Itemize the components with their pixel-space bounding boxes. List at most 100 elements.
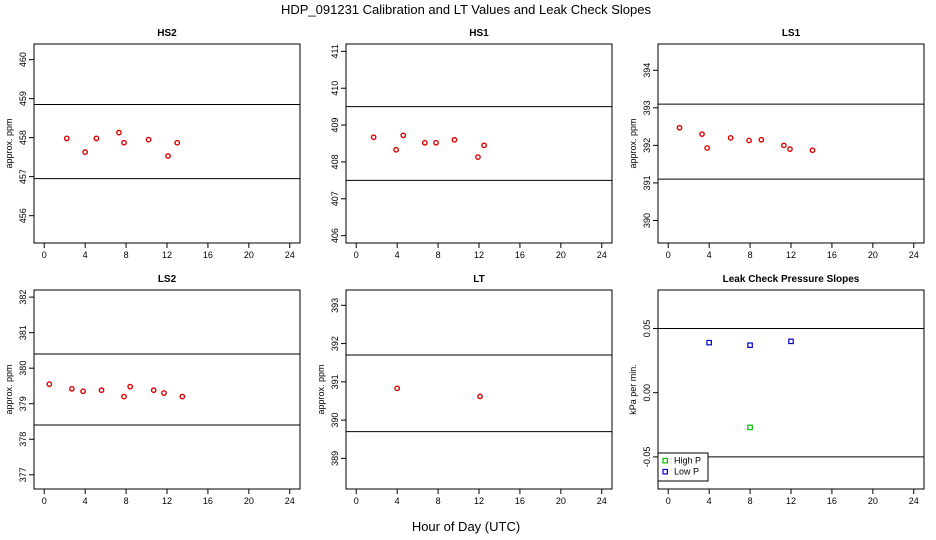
- data-point: [451, 136, 458, 143]
- legend-label: High P: [674, 456, 701, 466]
- x-tick-label: 16: [827, 250, 837, 260]
- x-tick-label: 20: [868, 250, 878, 260]
- x-tick-label: 12: [786, 496, 796, 506]
- data-point: [121, 393, 127, 400]
- y-axis-label: kPa per min.: [628, 364, 638, 415]
- data-point: [145, 136, 152, 143]
- data-point: [370, 134, 377, 141]
- x-tick-label: 24: [909, 496, 919, 506]
- x-tick-label: 24: [597, 250, 607, 260]
- y-tick-label: 390: [330, 413, 340, 428]
- data-point: [481, 142, 488, 149]
- data-point: [165, 153, 171, 159]
- x-tick-label: 24: [285, 250, 295, 260]
- x-tick-label: 24: [597, 496, 607, 506]
- data-point: [393, 146, 400, 153]
- data-point: [121, 139, 127, 146]
- x-tick-label: 20: [556, 250, 566, 260]
- y-tick-label: 458: [18, 130, 28, 145]
- x-tick-label: 24: [909, 250, 919, 260]
- x-tick-label: 12: [474, 250, 484, 260]
- x-tick-label: 12: [162, 496, 172, 506]
- x-tick-label: 12: [786, 250, 796, 260]
- y-tick-label: 392: [330, 336, 340, 351]
- data-point: [706, 339, 712, 346]
- y-tick-label: 460: [18, 52, 28, 67]
- x-tick-label: 0: [42, 496, 47, 506]
- data-point: [421, 139, 428, 146]
- legend-marker: [662, 457, 669, 464]
- x-tick-label: 16: [515, 250, 525, 260]
- y-tick-label: 392: [642, 138, 652, 153]
- data-point: [699, 131, 705, 138]
- y-tick-label: 0.00: [642, 384, 652, 402]
- y-tick-label: 0.05: [642, 320, 652, 338]
- x-tick-label: 8: [436, 496, 441, 506]
- legend-box: [657, 452, 709, 482]
- y-tick-label: 382: [18, 290, 28, 305]
- x-tick-label: 0: [354, 250, 359, 260]
- data-point: [116, 129, 122, 136]
- data-point: [758, 136, 765, 143]
- data-point: [179, 393, 186, 400]
- data-point: [68, 385, 75, 392]
- x-axis-label: Hour of Day (UTC): [412, 519, 520, 534]
- data-point: [475, 154, 481, 161]
- data-point: [82, 149, 89, 155]
- x-tick-label: 4: [707, 250, 712, 260]
- data-point: [433, 139, 439, 146]
- data-point: [46, 381, 53, 388]
- y-tick-label: 389: [330, 451, 340, 466]
- y-tick-label: 390: [642, 213, 652, 228]
- x-tick-label: 0: [666, 250, 671, 260]
- data-point: [747, 424, 753, 431]
- panel-title: Leak Check Pressure Slopes: [723, 274, 860, 285]
- x-tick-label: 0: [42, 250, 47, 260]
- data-point: [788, 338, 794, 345]
- panel-title: HS1: [469, 28, 489, 39]
- legend-marker: [662, 468, 669, 475]
- plot-frame: [33, 43, 301, 244]
- x-tick-label: 0: [666, 496, 671, 506]
- x-tick-label: 12: [474, 496, 484, 506]
- plot-frame: [345, 289, 613, 490]
- y-tick-label: 380: [18, 361, 28, 376]
- x-tick-label: 20: [244, 496, 254, 506]
- y-tick-label: 393: [642, 100, 652, 115]
- x-tick-label: 4: [395, 496, 400, 506]
- x-tick-label: 8: [436, 250, 441, 260]
- y-tick-label: 381: [18, 325, 28, 340]
- x-tick-label: 16: [203, 250, 213, 260]
- panel-title: LS2: [158, 274, 177, 285]
- legend-label: Low P: [674, 467, 699, 477]
- y-tick-label: 378: [18, 432, 28, 447]
- y-tick-label: 459: [18, 91, 28, 106]
- y-tick-label: 410: [330, 81, 340, 96]
- x-tick-label: 4: [83, 496, 88, 506]
- x-tick-label: 12: [162, 250, 172, 260]
- plot-frame: [345, 43, 613, 244]
- panel-6: Leak Check Pressure Slopes kPa per min. 0 4…: [628, 274, 925, 506]
- data-point: [727, 134, 734, 141]
- y-tick-label: 391: [642, 175, 652, 190]
- panel-title: LS1: [782, 28, 801, 39]
- figure-title: HDP_091231 Calibration and LT Values and…: [281, 2, 652, 17]
- data-point: [98, 387, 105, 394]
- y-axis-label: approx. ppm: [316, 364, 326, 414]
- data-point: [400, 132, 407, 139]
- data-point: [150, 387, 157, 394]
- y-tick-label: 391: [330, 374, 340, 389]
- data-point: [704, 145, 711, 151]
- y-tick-label: 409: [330, 118, 340, 133]
- x-tick-label: 8: [124, 250, 129, 260]
- y-tick-label: 406: [330, 228, 340, 243]
- data-point: [93, 135, 100, 142]
- data-point: [80, 388, 87, 395]
- y-tick-label: 456: [18, 208, 28, 223]
- y-tick-label: 393: [330, 298, 340, 313]
- data-point: [394, 385, 401, 392]
- plot-frame: [657, 43, 925, 244]
- data-point: [161, 390, 167, 396]
- data-point: [477, 393, 483, 400]
